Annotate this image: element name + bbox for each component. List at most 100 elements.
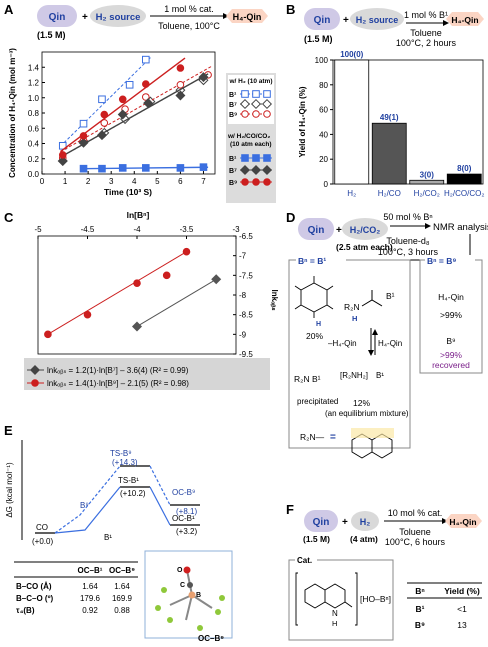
plot-a-ytick-label: 1.4 [28, 63, 40, 72]
plot-b-category-label: H₂/CO [378, 189, 401, 198]
plot-c-point [211, 274, 222, 285]
energy-profile [35, 465, 200, 534]
e-table-cell: 0.92 [82, 606, 98, 615]
plot-c-point [44, 330, 52, 339]
arrow-bottom-f-1: Toluene [399, 527, 431, 537]
qin-badge-d [298, 218, 334, 240]
plot-a-point [98, 95, 106, 104]
plot-a-xlabel: Time (10³ S) [104, 187, 152, 197]
legend-a-marker [250, 164, 262, 176]
e-b9: B⁹ [80, 501, 89, 510]
plot-c-xtick-label: -4 [133, 225, 141, 234]
legend-a-marker [252, 110, 260, 118]
cat-n: N [332, 609, 338, 618]
legend-a-marker [263, 178, 271, 186]
plot-b-ytick-label: 80 [319, 81, 328, 90]
plot-a-point [79, 164, 88, 173]
r2n-def: R₂N— [300, 432, 325, 442]
molecule-box [144, 550, 233, 639]
arrow-bottom-label: Toluene, 100°C [158, 21, 220, 31]
qin-badge-b [304, 8, 340, 30]
e-co: CO [36, 523, 48, 532]
arrow-bottom-d-1: Toluene-d₈ [386, 236, 430, 246]
e-oc9-value: (+8.1) [176, 507, 197, 516]
plot-b-category-label: H₂ [347, 189, 356, 198]
h2-cloud-f [351, 511, 379, 531]
e-table-cell: B–C–O (º) [16, 594, 53, 603]
plot-a-ytick-label: 0.2 [28, 155, 40, 164]
plot-b-bar [446, 173, 482, 185]
d-b1-title: Bⁿ = B¹ [298, 256, 326, 266]
plot-c-fit-line [136, 278, 217, 327]
plot-a-point [142, 93, 150, 101]
d-minus-h4: –H₄-Qin [328, 339, 357, 348]
plot-a-point [118, 95, 127, 104]
precipitated-label: precipitated [297, 397, 338, 406]
arrow-top-b: 1 mol % B¹ [404, 10, 448, 20]
molecule-structure [155, 566, 225, 631]
arrow-top-f: 10 mol % cat. [388, 508, 443, 518]
plot-a-xtick-label: 0 [40, 177, 45, 186]
plot-c-ylabel: lnkₒᵦₛ [270, 290, 279, 311]
product-badge [226, 9, 268, 23]
plot-b-category-label: H₂/CO/CO₂ [444, 189, 484, 198]
plot-a-fit-line [60, 65, 213, 153]
precip-b1: B¹ [312, 374, 321, 384]
d-right-rec-1: >99% [440, 350, 462, 360]
e-co-value: (+0.0) [32, 537, 53, 546]
e-ylabel: ΔG (kcal mol⁻¹) [5, 462, 14, 518]
e-ts1-value: (+10.2) [120, 489, 146, 498]
e-table-cell: 1.64 [114, 582, 130, 591]
plot-a-point [143, 98, 154, 109]
e-table-cell: 169.9 [112, 594, 133, 603]
plot-a-frame [41, 51, 216, 175]
h2-source-cloud-b [350, 8, 404, 30]
plot-a-point [57, 156, 68, 167]
plot-b-bar [409, 179, 445, 185]
qin-text-d: Qin [308, 225, 325, 236]
plot-c-fit-line [47, 251, 187, 335]
plot-c-ytick-label: -7.5 [239, 271, 253, 280]
qin-badge [37, 5, 77, 27]
panel-d-label: D [286, 210, 295, 225]
carbamate-b1: B¹ [386, 291, 395, 301]
plot-a-xtick-label: 2 [86, 177, 91, 186]
cat-title: Cat. [297, 556, 312, 565]
plot-a-point [100, 119, 109, 127]
plot-a-point [176, 64, 185, 72]
plot-a-fit-line [60, 57, 151, 147]
e-table-cell: 1.64 [82, 582, 98, 591]
conc-label: (1.5 M) [37, 30, 66, 40]
legend-a-marker [250, 98, 262, 110]
d-b9-title: Bⁿ = B⁹ [427, 256, 456, 266]
plot-c-ytick-label: -8.5 [239, 311, 253, 320]
e-oc1: OC-B¹ [172, 514, 195, 523]
plot-a-fit-line [60, 57, 186, 153]
molecule-label: OC–B⁹ [198, 634, 224, 643]
legend-a-label: B¹ [229, 156, 237, 163]
d-right-99: >99% [440, 310, 462, 320]
legend-a-marker [239, 98, 251, 110]
plot-a-point [198, 72, 209, 83]
plot-a-point [96, 130, 107, 141]
d-right-h4: H₄-Qin [438, 292, 464, 302]
plot-c-point [83, 310, 92, 319]
plot-c-point [131, 321, 143, 332]
plot-c-marks: -5 -4.5 -4 -3.5 -3-6.5 -7 -7.5 -8 -8.5 -9 -9.5 [34, 225, 253, 359]
arrow-bottom-d-2: 100°C, 3 hours [378, 247, 439, 257]
carbamate-h: H [352, 314, 357, 323]
e-table-header: OC–B⁹ [109, 566, 135, 575]
product-badge-b [446, 12, 484, 26]
plot-a-point [199, 163, 208, 171]
e-oc9: OC-B⁹ [172, 488, 195, 497]
e-table-cell: τ₄(B) [16, 606, 35, 615]
plot-b-marks: 0 20 40 60 80 100 100(0) H₂ 49(1) H₂/CO 3(0) H₂/CO₂… [315, 50, 485, 198]
legend-a-label: B⁹ [229, 180, 237, 187]
pct-12: 12% [353, 398, 370, 408]
equil-label: (an equilibrium mixture) [325, 409, 409, 418]
plot-b-ylabel: Yield of H₄-Qin (%) [298, 86, 307, 157]
plot-b-ytick-label: 40 [319, 130, 328, 139]
panel-a-label: A [4, 2, 14, 17]
plot-c-frame [37, 235, 237, 355]
plot-a-point [125, 80, 134, 89]
